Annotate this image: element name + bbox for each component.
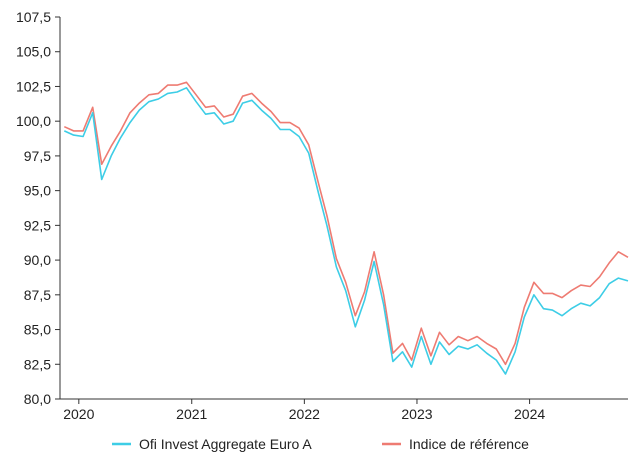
- y-tick-label: 95,0: [24, 183, 51, 199]
- y-tick-label: 107,5: [16, 9, 51, 25]
- y-axis: 80,0 82,5 85,0 87,5 90,0 92,5 95,0 97,5 100,0 102…: [16, 9, 61, 407]
- y-tick-label: 85,0: [24, 322, 51, 338]
- x-tick-label: 2023: [401, 406, 432, 422]
- y-tick-label: 92,5: [24, 217, 51, 233]
- x-tick-label: 2024: [514, 406, 545, 422]
- y-tick-label: 105,0: [16, 44, 51, 60]
- x-tick-label: 2020: [63, 406, 94, 422]
- x-tick-label: 2022: [289, 406, 320, 422]
- legend-label-1: Indice de référence: [409, 436, 529, 452]
- series-line-1: [63, 81, 629, 366]
- y-tick-label: 97,5: [24, 148, 51, 164]
- y-tick-label: 102,5: [16, 78, 51, 94]
- y-tick-label: 87,5: [24, 287, 51, 303]
- series-line-0: [63, 87, 629, 375]
- y-tick-label: 90,0: [24, 252, 51, 268]
- y-tick-label: 80,0: [24, 391, 51, 407]
- x-tick-label: 2021: [176, 406, 207, 422]
- legend: Ofi Invest Aggregate Euro A Indice de réf…: [112, 436, 529, 452]
- y-tick-label: 100,0: [16, 113, 51, 129]
- legend-label-0: Ofi Invest Aggregate Euro A: [139, 436, 312, 452]
- x-axis: 2020 2021 2022 2023 2024: [60, 398, 628, 422]
- y-tick-label: 82,5: [24, 356, 51, 372]
- series-layer: [63, 81, 629, 375]
